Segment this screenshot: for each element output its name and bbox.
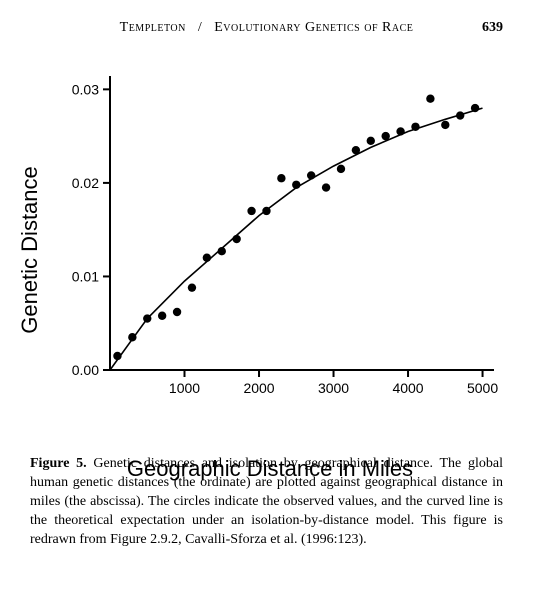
svg-text:5000: 5000 bbox=[467, 380, 498, 396]
header-title: Evolutionary Genetics of Race bbox=[214, 20, 413, 35]
svg-text:0.01: 0.01 bbox=[72, 268, 99, 284]
svg-text:0.02: 0.02 bbox=[72, 175, 99, 191]
header-author: Templeton bbox=[120, 20, 186, 35]
running-head: Templeton / Evolutionary Genetics of Rac… bbox=[0, 20, 533, 36]
svg-text:0.03: 0.03 bbox=[72, 81, 99, 97]
svg-text:4000: 4000 bbox=[392, 380, 423, 396]
scatter-chart: 0.00 0.01 0.02 0.03 1000 2000 3000 4000 5000 bbox=[40, 70, 500, 410]
figure-caption: Figure 5. Genetic distances and isolatio… bbox=[30, 455, 503, 549]
svg-text:3000: 3000 bbox=[318, 380, 349, 396]
caption-text: Genetic distances and isolation by geogr… bbox=[30, 456, 503, 547]
header-separator: / bbox=[190, 20, 210, 35]
svg-text:2000: 2000 bbox=[243, 380, 274, 396]
y-axis-label: Genetic Distance bbox=[17, 166, 43, 334]
chart-container: Genetic Distance 0.000.010.020.031000200… bbox=[40, 70, 500, 430]
svg-text:1000: 1000 bbox=[169, 380, 200, 396]
caption-lead: Figure 5. bbox=[30, 456, 87, 471]
page-number: 639 bbox=[482, 20, 503, 36]
page: Templeton / Evolutionary Genetics of Rac… bbox=[0, 0, 533, 605]
svg-text:0.00: 0.00 bbox=[72, 362, 99, 378]
